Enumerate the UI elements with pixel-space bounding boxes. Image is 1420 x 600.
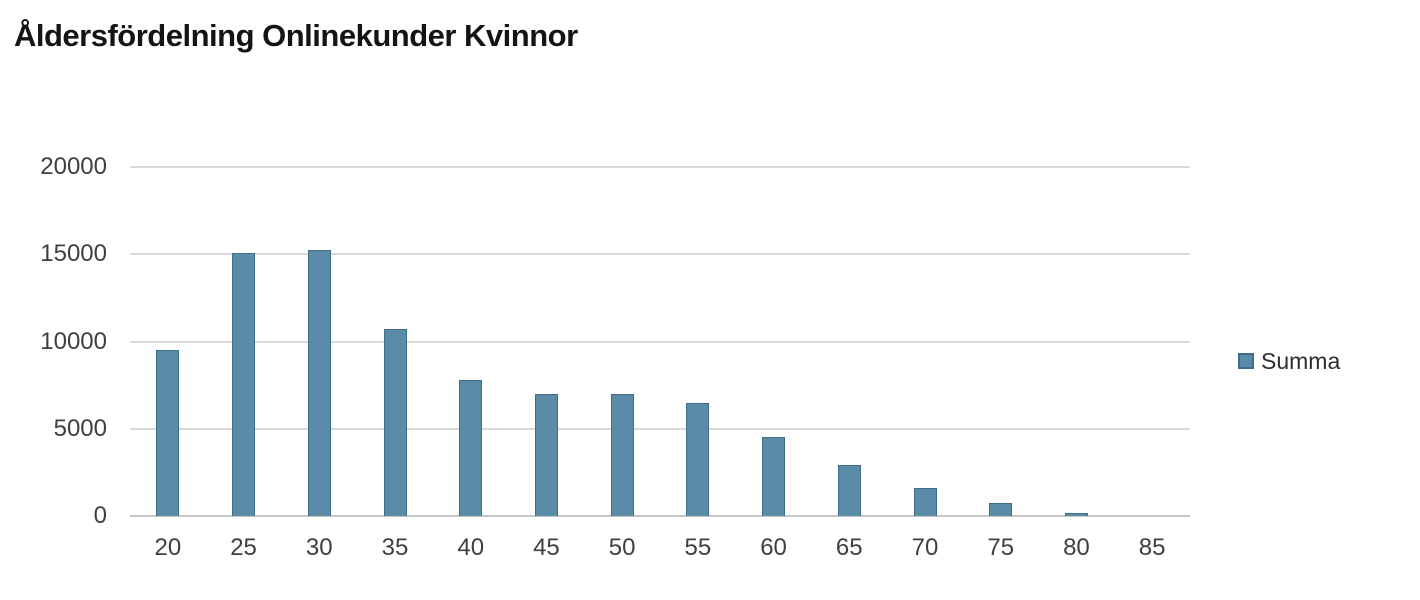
x-axis-line xyxy=(130,515,1190,517)
bar-60 xyxy=(762,437,786,516)
plot-area xyxy=(130,166,1190,517)
bar-80 xyxy=(1064,512,1088,516)
legend-label: Summa xyxy=(1261,348,1341,374)
x-tick-label-65: 65 xyxy=(835,534,863,561)
legend: Summa xyxy=(1238,349,1340,373)
bar-45 xyxy=(534,393,558,516)
x-tick-label-40: 40 xyxy=(457,534,485,561)
x-tick-label-25: 25 xyxy=(230,534,257,561)
bar-40 xyxy=(459,379,483,516)
x-tick-label-35: 35 xyxy=(381,534,409,561)
x-tick-label-30: 30 xyxy=(305,534,333,561)
bar-50 xyxy=(610,393,634,516)
x-tick-label-20: 20 xyxy=(154,534,182,561)
gridline xyxy=(130,427,1190,430)
y-tick-label-0: 0 xyxy=(93,502,107,529)
bar-30 xyxy=(307,249,331,516)
y-tick-label-5000: 5000 xyxy=(53,414,107,442)
bar-75 xyxy=(989,502,1013,516)
x-tick-label-45: 45 xyxy=(533,534,560,561)
bar-35 xyxy=(383,329,407,516)
x-tick-label-80: 80 xyxy=(1063,534,1090,561)
x-tick-label-55: 55 xyxy=(684,534,712,561)
x-tick-label-60: 60 xyxy=(760,534,787,561)
x-tick-label-70: 70 xyxy=(911,534,939,561)
legend-swatch-icon xyxy=(1238,353,1254,369)
gridline xyxy=(130,166,1190,168)
y-tick-label-10000: 10000 xyxy=(40,327,107,355)
bar-55 xyxy=(686,402,710,516)
x-tick-label-50: 50 xyxy=(608,534,636,561)
y-tick-label-15000: 15000 xyxy=(40,240,107,268)
x-tick-label-75: 75 xyxy=(987,534,1015,561)
gridline xyxy=(130,253,1190,256)
bar-65 xyxy=(837,465,861,516)
chart-title: Åldersfördelning Onlinekunder Kvinnor xyxy=(14,18,578,53)
bar-20 xyxy=(156,350,180,516)
x-tick-label-85: 85 xyxy=(1138,534,1166,561)
y-tick-label-20000: 20000 xyxy=(40,153,107,180)
bar-25 xyxy=(232,252,256,516)
bar-70 xyxy=(913,488,937,516)
gridline xyxy=(130,340,1190,343)
